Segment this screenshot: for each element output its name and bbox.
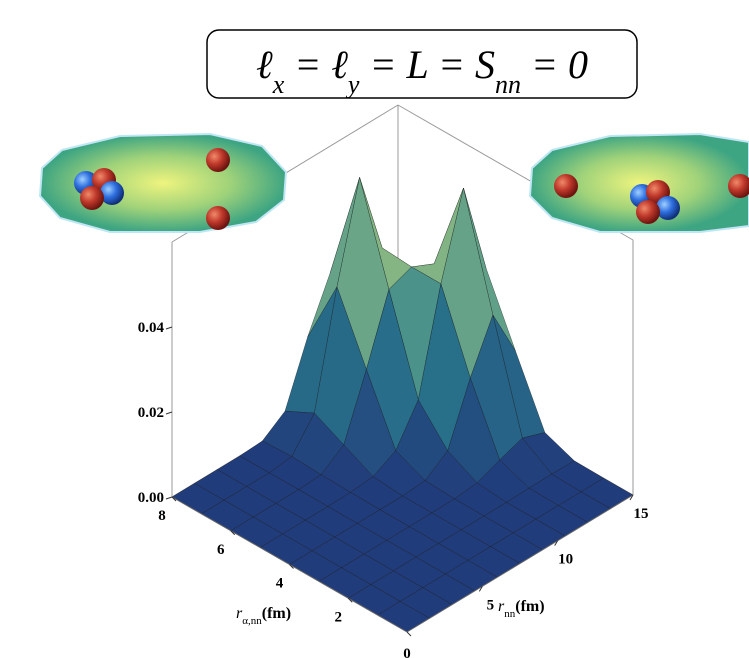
neutron (554, 174, 578, 198)
illustration-right (530, 134, 749, 232)
z-tick (166, 412, 172, 414)
axis-unit: (fm) (515, 598, 544, 615)
title-text: = L = S (359, 42, 495, 87)
z-tick-label: 0.00 (138, 490, 164, 506)
neutron (206, 148, 230, 172)
neutron (636, 200, 660, 224)
x-tick-label: 2 (335, 609, 343, 625)
z-tick-label: 0.02 (138, 405, 164, 421)
z-tick (166, 497, 172, 499)
proton (656, 196, 680, 220)
proton (100, 181, 124, 205)
y-tick-label: 5 (487, 597, 495, 613)
neutron (206, 206, 230, 230)
illustration-left (40, 134, 286, 232)
title-subscript: y (345, 70, 360, 99)
x-tick-label: 0 (403, 646, 411, 658)
axis-subscript: nn (504, 608, 516, 620)
x-tick (407, 632, 411, 636)
title-subscript: x (272, 70, 285, 99)
x-label: rα,nn(fm) (236, 605, 291, 627)
neutron (80, 186, 104, 210)
title-text: = 0 (521, 42, 588, 87)
y-tick-label: 10 (558, 552, 573, 568)
x-tick-label: 6 (217, 542, 225, 558)
y-tick-label: 15 (634, 506, 649, 522)
chart: 0 2 4 6 8 5 10 15 0.00 0.02 0.04 rα,nn(fm) rnn(fm) ℓ… (0, 0, 749, 658)
title-subscript: nn (495, 70, 521, 99)
title-text: ℓ (256, 42, 273, 87)
x-tick-label: 8 (158, 508, 166, 524)
axis-subscript: α,nn (242, 615, 262, 627)
y-label: rnn(fm) (498, 598, 545, 620)
x-tick-label: 4 (276, 576, 284, 592)
title-text: = ℓ (284, 42, 348, 87)
z-tick (166, 327, 172, 329)
z-tick-label: 0.04 (138, 320, 165, 336)
axis-unit: (fm) (262, 605, 291, 622)
